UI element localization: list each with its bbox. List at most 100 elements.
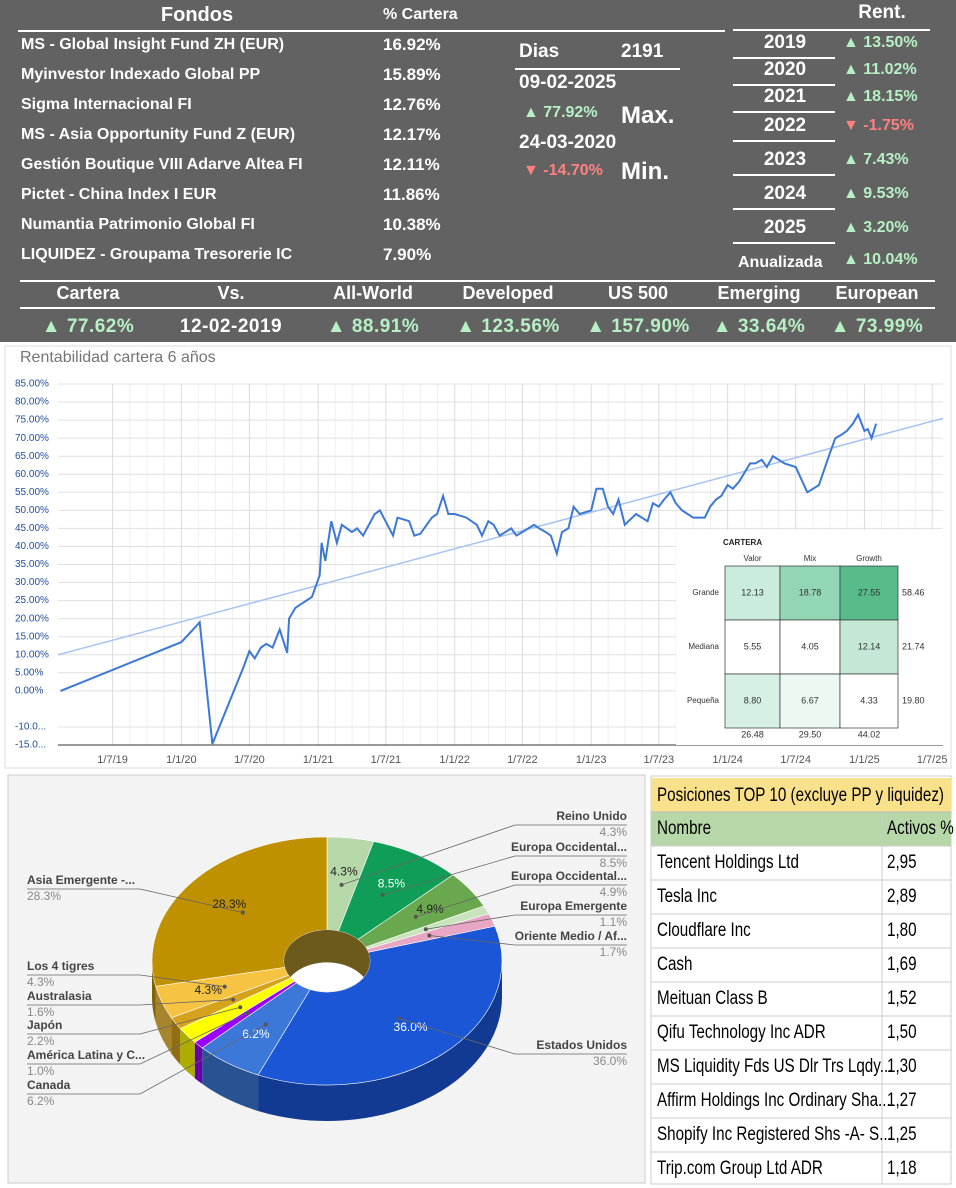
x-tick-label: 1/7/19 (97, 754, 128, 766)
style-col-total: 29.50 (799, 729, 822, 739)
style-col-total: 44.02 (858, 729, 881, 739)
max-value: ▲ 77.92% (523, 104, 598, 122)
year: 2025 (763, 216, 807, 238)
table-cell: Meituan Class B (657, 987, 768, 1009)
x-tick-label: 1/1/20 (166, 754, 197, 766)
leader-dot (423, 927, 428, 932)
legend-value: 28.3% (27, 889, 61, 903)
min-value: ▼ -14.70% (523, 162, 603, 180)
y-tick-label: 70.00% (15, 433, 49, 444)
y-tick-label: 60.00% (15, 469, 49, 480)
fund-pct: 15.89% (383, 64, 441, 84)
style-box-title: CARTERA (723, 538, 762, 547)
y-tick-label: 10.00% (15, 649, 49, 660)
slice-label: 6.2% (242, 1027, 270, 1041)
y-tick-label: 50.00% (15, 505, 49, 516)
leader-dot (396, 1016, 401, 1021)
legend-value: 4.9% (600, 885, 628, 899)
table-title-bg (651, 778, 951, 812)
leader-line (425, 914, 627, 930)
pie-wall (258, 961, 502, 1121)
y-tick-label: 0.00% (15, 685, 43, 696)
legend-label: Oriente Medio / Af... (515, 929, 627, 943)
legend-value: 1.0% (27, 1064, 55, 1078)
legend-label: Los 4 tigres (27, 959, 95, 973)
x-tick-label: 1/7/24 (780, 754, 811, 766)
table-cell: 1,27 (887, 1089, 917, 1111)
style-col-header: Growth (856, 554, 882, 563)
year-return: ▲ 7.43% (843, 151, 909, 169)
leader-dot (231, 997, 236, 1002)
y-tick-label: 20.00% (15, 613, 49, 624)
slice-label: 4.9% (416, 902, 444, 916)
fund-pct: 12.11% (383, 154, 440, 174)
style-col-header: Valor (743, 554, 761, 563)
table-cell: 1,25 (887, 1123, 917, 1145)
legend-label: Australasia (27, 989, 92, 1003)
comparison-header: Developed (462, 283, 554, 304)
table-cell: 2,95 (887, 851, 917, 873)
leader-dot (245, 1011, 250, 1016)
x-tick-label: 1/7/20 (234, 754, 265, 766)
table-header-bg (651, 812, 951, 846)
comparison-value: ▲ 123.56% (456, 315, 560, 337)
fund-name: Myinvestor Indexado Global PP (21, 66, 261, 84)
fund-pct: 10.38% (383, 214, 441, 234)
legend-label: Estados Unidos (536, 1038, 627, 1052)
annual-value: ▲ 10.04% (843, 251, 918, 269)
comparison-value: ▲ 88.91% (326, 315, 420, 337)
table-cell: 1,69 (887, 953, 917, 975)
style-cell (839, 619, 899, 675)
table-title: Posiciones TOP 10 (excluye PP y liquidez… (657, 784, 944, 806)
leader-line (398, 1018, 627, 1055)
leader-line (27, 999, 234, 1006)
style-row-label: Mediana (688, 642, 719, 651)
year: 2024 (763, 182, 807, 204)
year: 2019 (763, 31, 807, 53)
leader-dot (413, 914, 418, 919)
x-tick-label: 1/1/22 (439, 754, 470, 766)
x-tick-label: 1/1/25 (849, 754, 880, 766)
style-row-label: Pequeña (687, 696, 720, 705)
y-tick-label: 65.00% (15, 451, 49, 462)
style-cell (779, 565, 841, 621)
year: 2020 (763, 58, 807, 80)
returns-header: Rent. (858, 1, 906, 23)
style-cell-value: 12.14 (858, 641, 881, 651)
legend-value: 4.3% (27, 975, 55, 989)
fund-pct: 12.76% (383, 94, 441, 114)
table-cell: Shopify Inc Registered Shs -A- S... (657, 1123, 892, 1145)
slice-label: 4.3% (330, 865, 358, 879)
table-cell: Tencent Holdings Ltd (657, 851, 799, 873)
table-header: Activos % (887, 817, 954, 839)
legend-value: 4.3% (600, 825, 628, 839)
x-tick-label: 1/7/25 (917, 754, 948, 766)
style-cell (839, 673, 899, 729)
style-row-total: 19.80 (902, 695, 925, 705)
fund-name: Sigma Internacional FI (21, 96, 192, 114)
days: 2191 (621, 40, 664, 62)
pie-wall (155, 986, 172, 1054)
y-tick-label: -10.0... (15, 722, 46, 733)
fund-name: Numantia Patrimonio Global FI (21, 216, 255, 234)
legend-value: 1.7% (600, 945, 628, 959)
days-label: Dias (519, 40, 560, 62)
style-cell (839, 565, 899, 621)
legend-label: Japón (27, 1018, 62, 1032)
table-header: Nombre (657, 817, 712, 839)
leader-dot (263, 1022, 268, 1027)
y-tick-label: 85.00% (15, 379, 49, 390)
legend-value: 2.2% (27, 1034, 55, 1048)
legend-label: Europa Emergente (520, 899, 627, 913)
max-label: Max. (621, 101, 675, 129)
comparison-header: Vs. (217, 283, 245, 304)
table-cell: 1,52 (887, 987, 917, 1009)
x-tick-label: 1/1/23 (576, 754, 607, 766)
table-cell: 2,89 (887, 885, 917, 907)
table-cell: MS Liquidity Fds US Dlr Trs Lqdy... (657, 1055, 893, 1077)
style-col-header: Mix (804, 554, 816, 563)
year-return: ▲ 13.50% (843, 34, 918, 52)
style-cell-value: 8.80 (744, 695, 762, 705)
leader-dot (427, 933, 432, 938)
leader-dot (222, 984, 227, 989)
